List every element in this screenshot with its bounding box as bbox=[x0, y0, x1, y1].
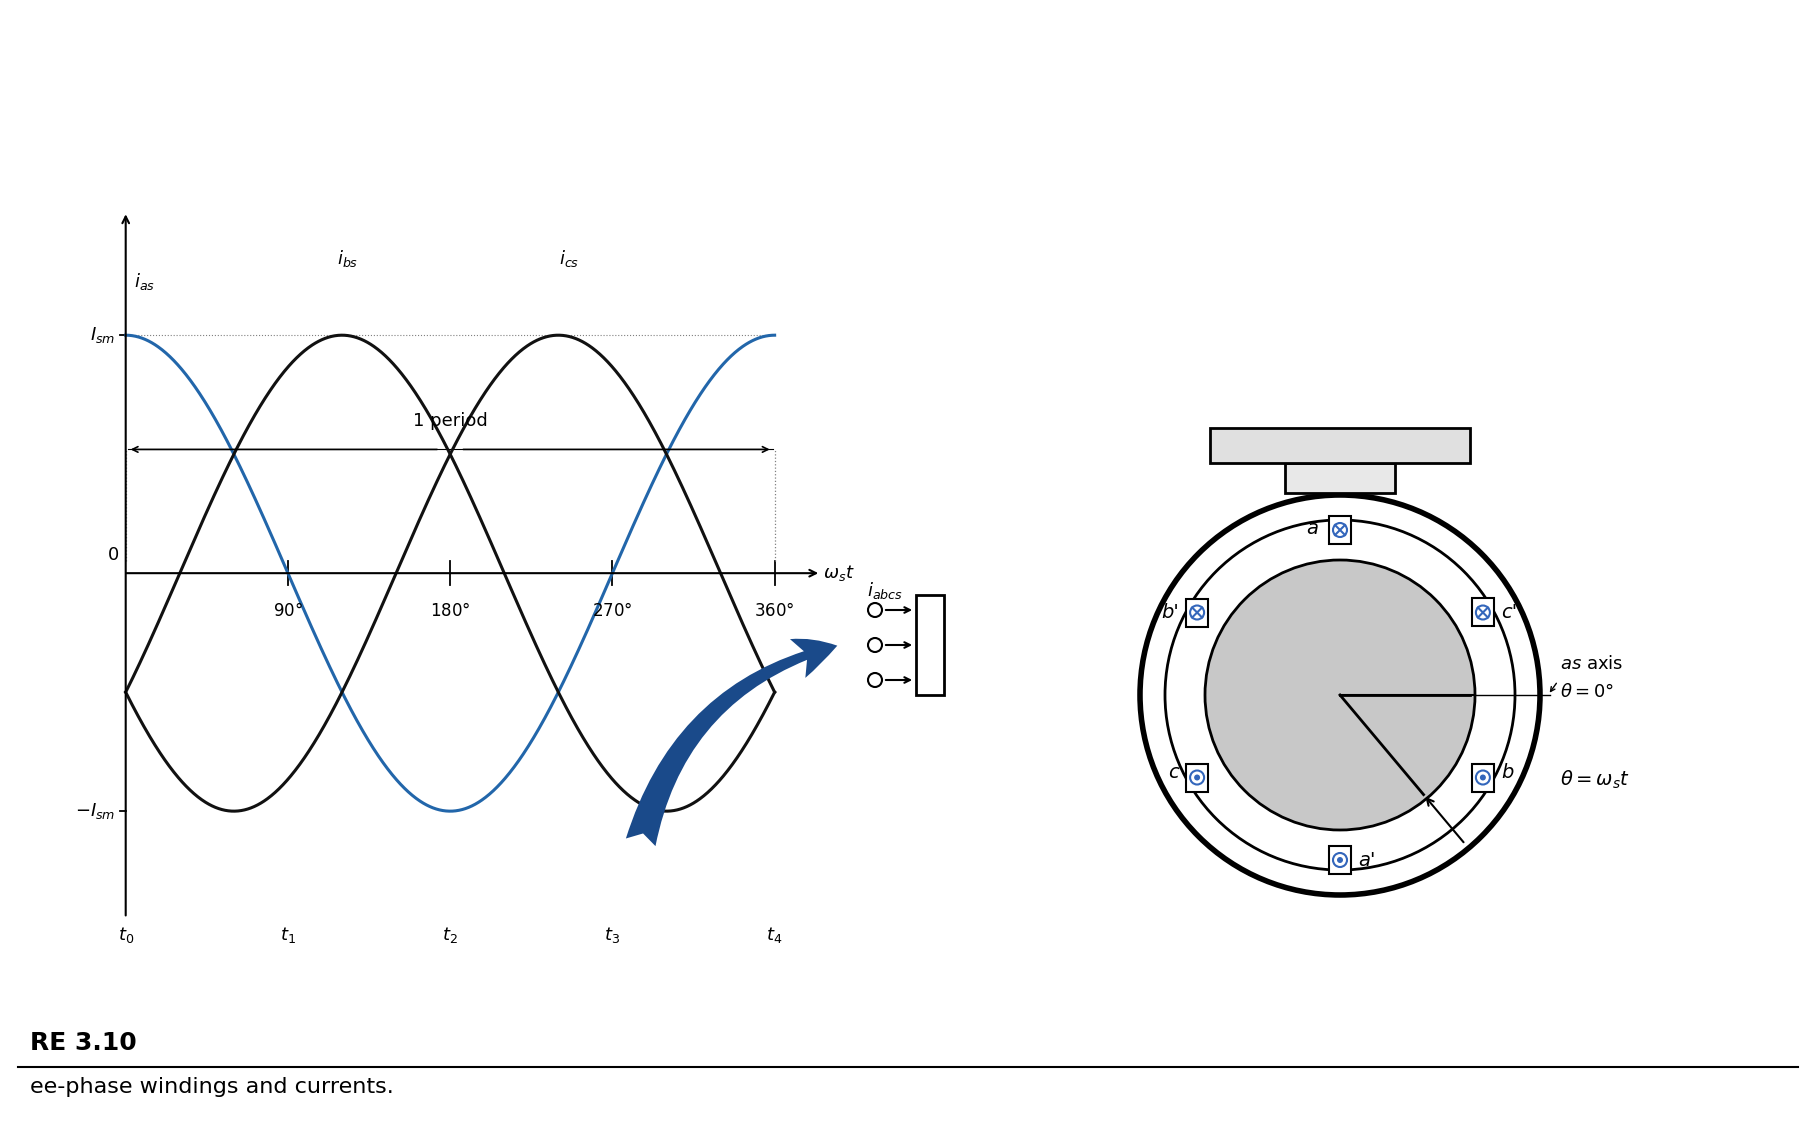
Text: $-I_{sm}$: $-I_{sm}$ bbox=[74, 801, 116, 821]
Text: $\it{as}$ axis: $\it{as}$ axis bbox=[1560, 655, 1624, 673]
Text: 1 period: 1 period bbox=[412, 412, 487, 430]
Text: $t_4$: $t_4$ bbox=[766, 925, 783, 945]
Text: $180°$: $180°$ bbox=[430, 602, 470, 620]
Circle shape bbox=[1476, 771, 1489, 784]
Text: $0$: $0$ bbox=[107, 546, 120, 564]
Circle shape bbox=[1166, 520, 1515, 871]
Bar bbox=[1329, 846, 1351, 874]
Text: RE 3.10: RE 3.10 bbox=[31, 1031, 136, 1056]
Text: $I_{sm}$: $I_{sm}$ bbox=[91, 326, 116, 345]
Text: $i_{as}$: $i_{as}$ bbox=[134, 271, 154, 293]
Text: $i_{cs}$: $i_{cs}$ bbox=[559, 247, 579, 269]
Text: ee-phase windings and currents.: ee-phase windings and currents. bbox=[31, 1077, 394, 1098]
Text: b': b' bbox=[1162, 603, 1179, 622]
Text: b: b bbox=[1500, 763, 1513, 782]
Circle shape bbox=[1140, 495, 1540, 896]
Circle shape bbox=[1333, 523, 1347, 537]
Text: $t_0$: $t_0$ bbox=[118, 925, 134, 945]
Circle shape bbox=[1206, 560, 1475, 830]
Bar bbox=[1286, 463, 1395, 493]
Circle shape bbox=[1189, 771, 1204, 784]
Text: $t_2$: $t_2$ bbox=[443, 925, 458, 945]
Text: $360°$: $360°$ bbox=[754, 602, 795, 620]
Text: a': a' bbox=[1358, 850, 1375, 869]
Circle shape bbox=[1189, 605, 1204, 620]
Text: $90°$: $90°$ bbox=[272, 602, 303, 620]
Bar bbox=[1473, 764, 1495, 791]
Bar bbox=[1209, 428, 1469, 463]
Text: $t_1$: $t_1$ bbox=[280, 925, 296, 945]
Text: $\omega_s t$: $\omega_s t$ bbox=[823, 563, 855, 583]
Text: $i_{bs}$: $i_{bs}$ bbox=[336, 247, 358, 269]
Circle shape bbox=[1333, 854, 1347, 867]
Bar bbox=[1186, 764, 1208, 791]
FancyArrowPatch shape bbox=[627, 639, 837, 846]
Text: c: c bbox=[1168, 763, 1179, 782]
Text: $\theta=0°$: $\theta=0°$ bbox=[1560, 683, 1614, 701]
Circle shape bbox=[1480, 774, 1485, 781]
Circle shape bbox=[1476, 605, 1489, 620]
Circle shape bbox=[1337, 857, 1344, 863]
Circle shape bbox=[1195, 774, 1200, 781]
Bar bbox=[915, 595, 944, 695]
Text: a: a bbox=[1306, 519, 1318, 538]
Bar bbox=[1329, 516, 1351, 544]
Text: c': c' bbox=[1500, 603, 1516, 622]
Bar bbox=[1473, 598, 1495, 627]
Text: $i_{abcs}$: $i_{abcs}$ bbox=[866, 580, 903, 602]
Text: $t_3$: $t_3$ bbox=[605, 925, 621, 945]
Text: $\theta = \omega_s t$: $\theta = \omega_s t$ bbox=[1560, 768, 1631, 791]
Bar bbox=[1186, 598, 1208, 627]
Text: $270°$: $270°$ bbox=[592, 602, 632, 620]
